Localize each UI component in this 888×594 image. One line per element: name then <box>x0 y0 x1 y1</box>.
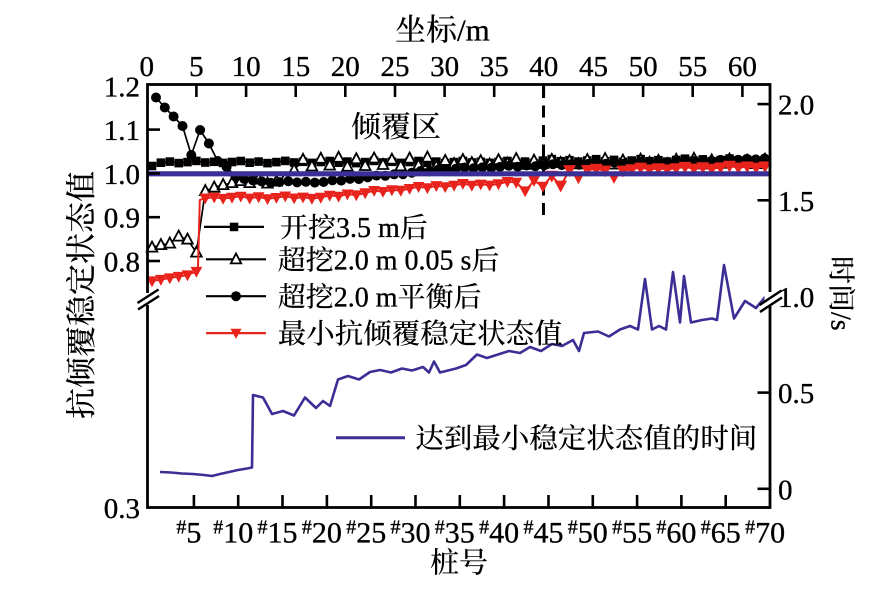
svg-text:#45: #45 <box>524 517 564 550</box>
svg-text:1.2: 1.2 <box>104 71 140 103</box>
svg-text:0: 0 <box>140 51 155 83</box>
svg-text:#40: #40 <box>479 517 519 550</box>
svg-text:10: 10 <box>232 51 261 83</box>
svg-text:0.9: 0.9 <box>104 203 140 235</box>
svg-text:20: 20 <box>331 51 360 83</box>
svg-text:35: 35 <box>480 51 509 83</box>
svg-text:2.0 m: 2.0 m <box>334 283 398 314</box>
svg-text:/m: /m <box>457 13 490 48</box>
svg-text:#10: #10 <box>213 517 253 550</box>
svg-text:15: 15 <box>281 51 310 83</box>
svg-text:#15: #15 <box>258 517 298 550</box>
svg-text:#20: #20 <box>302 517 342 550</box>
svg-text:#50: #50 <box>568 517 608 550</box>
svg-text:#70: #70 <box>745 517 785 550</box>
svg-text:#65: #65 <box>701 517 741 550</box>
svg-text:2.0: 2.0 <box>778 90 814 122</box>
svg-text:45: 45 <box>579 51 608 83</box>
svg-text:50: 50 <box>629 51 658 83</box>
svg-text:3.5 m: 3.5 m <box>336 213 400 244</box>
svg-text:#35: #35 <box>435 517 475 550</box>
svg-text:#30: #30 <box>391 517 431 550</box>
svg-text:40: 40 <box>529 51 558 83</box>
svg-text:0.8: 0.8 <box>104 247 140 279</box>
svg-text:1.0: 1.0 <box>778 282 814 314</box>
svg-text:/s: /s <box>825 312 856 331</box>
svg-text:25: 25 <box>381 51 410 83</box>
svg-text:#55: #55 <box>612 517 652 550</box>
svg-text:1.5: 1.5 <box>778 186 814 218</box>
svg-text:5: 5 <box>189 51 204 83</box>
svg-text:#25: #25 <box>346 517 386 550</box>
svg-text:#5: #5 <box>176 517 201 550</box>
svg-text:0.3: 0.3 <box>104 493 140 525</box>
svg-text:1.0: 1.0 <box>104 159 140 191</box>
svg-text:0: 0 <box>778 474 793 506</box>
svg-text:#60: #60 <box>656 517 696 550</box>
svg-text:2.0 m 0.05 s: 2.0 m 0.05 s <box>334 246 472 277</box>
svg-text:1.1: 1.1 <box>104 115 140 147</box>
svg-text:0.5: 0.5 <box>778 378 814 410</box>
svg-text:60: 60 <box>728 51 757 83</box>
svg-text:55: 55 <box>678 51 707 83</box>
svg-text:30: 30 <box>430 51 459 83</box>
